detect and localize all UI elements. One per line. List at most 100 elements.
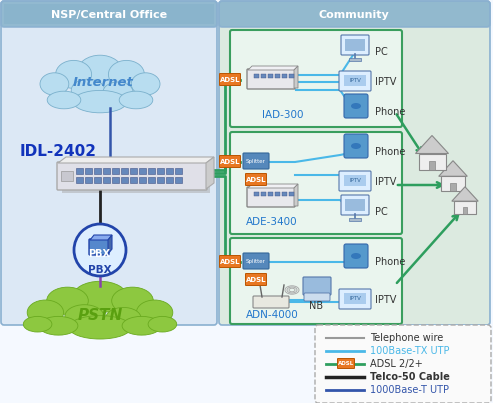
Ellipse shape	[148, 316, 176, 332]
FancyBboxPatch shape	[230, 238, 402, 324]
Bar	[275, 192, 280, 196]
Bar	[157, 177, 164, 183]
Bar	[441, 176, 465, 191]
FancyBboxPatch shape	[344, 94, 368, 118]
Bar	[282, 192, 287, 196]
FancyBboxPatch shape	[219, 1, 490, 27]
Bar	[157, 168, 164, 174]
Bar	[254, 192, 259, 196]
Ellipse shape	[351, 253, 361, 259]
Text: IPTV: IPTV	[349, 297, 361, 301]
Polygon shape	[294, 184, 298, 206]
Text: ADSL: ADSL	[246, 276, 266, 283]
Bar	[85, 168, 92, 174]
Text: Phone: Phone	[375, 147, 405, 157]
FancyBboxPatch shape	[89, 239, 109, 255]
Text: IDL-2402: IDL-2402	[20, 145, 97, 160]
Bar	[268, 74, 273, 78]
Ellipse shape	[40, 73, 69, 95]
Text: PSTN: PSTN	[77, 309, 123, 324]
FancyBboxPatch shape	[246, 274, 267, 285]
FancyBboxPatch shape	[315, 325, 491, 403]
FancyBboxPatch shape	[230, 30, 402, 127]
Text: ADSL: ADSL	[246, 177, 266, 183]
Polygon shape	[248, 66, 298, 70]
Bar	[85, 177, 92, 183]
Bar	[139, 177, 146, 183]
Bar	[4, 4, 214, 24]
Bar	[148, 168, 155, 174]
Text: NB: NB	[309, 301, 323, 311]
Bar	[139, 168, 146, 174]
Bar	[103, 177, 110, 183]
Text: 1000Base-T UTP: 1000Base-T UTP	[370, 385, 449, 395]
Ellipse shape	[27, 300, 64, 325]
Bar	[166, 177, 173, 183]
FancyBboxPatch shape	[243, 153, 269, 169]
FancyBboxPatch shape	[57, 162, 207, 190]
Text: Splitter: Splitter	[246, 258, 266, 264]
Bar	[103, 168, 110, 174]
FancyBboxPatch shape	[247, 187, 295, 207]
Polygon shape	[58, 157, 214, 163]
Bar	[76, 168, 83, 174]
Text: 100Base-TX UTP: 100Base-TX UTP	[370, 346, 450, 356]
Polygon shape	[452, 187, 478, 201]
FancyBboxPatch shape	[339, 289, 371, 309]
FancyBboxPatch shape	[246, 174, 267, 185]
Text: IPTV: IPTV	[375, 295, 396, 305]
Polygon shape	[416, 135, 449, 154]
FancyBboxPatch shape	[230, 132, 402, 234]
Ellipse shape	[112, 287, 153, 314]
Bar	[121, 168, 128, 174]
Ellipse shape	[69, 316, 131, 339]
Polygon shape	[294, 66, 298, 88]
Bar	[345, 39, 365, 51]
Bar	[451, 183, 456, 191]
Bar	[254, 74, 259, 78]
FancyBboxPatch shape	[339, 71, 371, 91]
Bar	[76, 177, 83, 183]
FancyBboxPatch shape	[219, 73, 241, 85]
Text: IPTV: IPTV	[375, 177, 396, 187]
Text: IPTV: IPTV	[349, 179, 361, 183]
Text: ADSL: ADSL	[220, 158, 240, 164]
FancyBboxPatch shape	[344, 134, 368, 158]
Bar	[349, 58, 361, 61]
Text: IPTV: IPTV	[349, 79, 361, 83]
Bar	[289, 192, 294, 196]
FancyBboxPatch shape	[341, 35, 369, 55]
Text: IPTV: IPTV	[375, 77, 396, 87]
FancyBboxPatch shape	[338, 359, 354, 368]
Ellipse shape	[72, 281, 127, 312]
Text: ADSL: ADSL	[220, 258, 240, 264]
Text: ADN-4000: ADN-4000	[246, 310, 299, 320]
Ellipse shape	[108, 60, 144, 88]
Ellipse shape	[65, 305, 104, 328]
Ellipse shape	[77, 55, 123, 89]
Bar	[344, 175, 366, 186]
Bar	[344, 293, 366, 304]
Bar	[175, 177, 182, 183]
Bar	[344, 75, 366, 86]
FancyBboxPatch shape	[304, 293, 330, 301]
Bar	[419, 154, 446, 170]
Bar	[462, 207, 467, 214]
Text: IAD-300: IAD-300	[262, 110, 304, 120]
Ellipse shape	[351, 143, 361, 149]
Polygon shape	[90, 235, 112, 240]
Polygon shape	[206, 157, 214, 189]
Circle shape	[74, 224, 126, 276]
Ellipse shape	[351, 103, 361, 109]
Bar	[429, 161, 435, 170]
Bar	[112, 177, 119, 183]
FancyBboxPatch shape	[344, 244, 368, 268]
Text: PC: PC	[375, 207, 388, 217]
Ellipse shape	[131, 73, 160, 95]
Ellipse shape	[47, 91, 81, 109]
FancyBboxPatch shape	[1, 1, 217, 27]
Bar	[130, 168, 137, 174]
Bar	[94, 168, 101, 174]
Ellipse shape	[23, 316, 52, 332]
Ellipse shape	[103, 82, 133, 102]
